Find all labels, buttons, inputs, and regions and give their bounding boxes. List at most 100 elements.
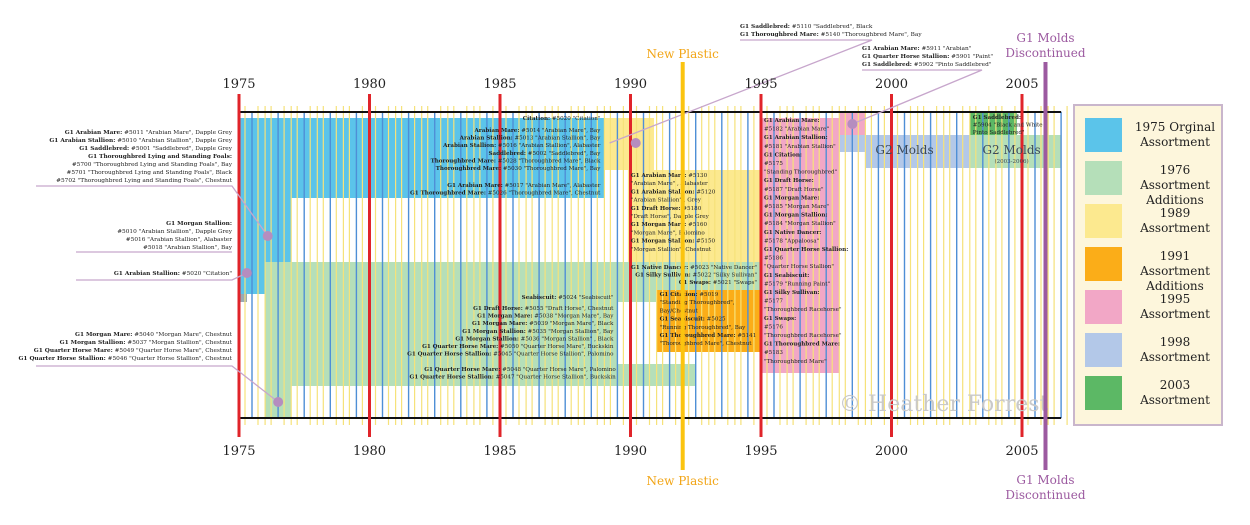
callout-1998: G1 Saddlebred: #5110 "Saddlebred", Black… (740, 24, 922, 38)
callout-citation: G1 Arabian Stallion: #5020 "Citation" (114, 271, 232, 277)
draft-block-text-line: G1 Morgan Mare: #5039 "Morgan Mare", Bla… (472, 321, 614, 327)
item-text: #5030 "Thoroughbred Mare", Bay (501, 166, 601, 172)
year1989-block-text-line: G1 Morgan Mare: #5160 (631, 222, 708, 228)
legend-item: 1995 Assortment (1085, 290, 1221, 324)
year-label-top: 2000 (875, 77, 908, 92)
year-label-bottom: 2005 (1005, 444, 1038, 459)
item-text: #5050 "Quarter Horse Mare", Buckskin (498, 344, 614, 350)
year1989-block-text: G1 Arabian Mare: #5130 "Arabian Mare" , A… (631, 173, 716, 253)
bold-label: G1 Draft Horse: (631, 206, 681, 212)
item-text: "Quarter Horse Stallion" (764, 264, 834, 270)
bold-label: G1 Arabian Mare: (631, 173, 687, 179)
arabian-block-text: Arabian Mare: #5014 "Arabian Mare", Bay A… (431, 128, 602, 172)
callout-1975: G1 Arabian Mare: #5011 "Arabian Mare", D… (49, 130, 232, 184)
bold-label: G1 Morgan Stallion: (462, 329, 526, 335)
bold-label: G1 Seabiscuit: (764, 273, 809, 279)
item-text: #5182 "Arabian Mare" (764, 127, 829, 133)
legend-item: 1975 Orginal Assortment (1085, 118, 1221, 152)
callout-1976-line: G1 Morgan Stallion: #5037 "Morgan Stalli… (60, 340, 233, 346)
bold-label: G1 Morgan Mare: (75, 332, 132, 338)
leader-1975 (36, 185, 269, 237)
legend-label: 1998 Assortment (1128, 333, 1222, 365)
item-text: #5180 (681, 206, 702, 212)
legend-item: 1998 Assortment (1085, 333, 1221, 367)
legend-label-line: 1989 (1159, 206, 1191, 220)
item-text: #5186 (764, 256, 783, 262)
arabian-block-text-line: Arabian Stallion: #5016 "Arabian Stallio… (442, 143, 601, 149)
draft-block-text-line: G1 Morgan Stallion: #5036 "Morgan Stalli… (455, 336, 614, 342)
callout-1976-line: G1 Morgan Mare: #5040 "Morgan Mare", Che… (75, 332, 233, 338)
item-text: #5183 (764, 350, 783, 356)
year1989-block-text-line: G1 Arabian Stallion: #5120 (631, 189, 716, 195)
item-text: #5701 "Thoroughbred Lying and Standing F… (66, 170, 232, 176)
bold-label: G1 Draft Horse: (764, 178, 814, 184)
arabian-block-text-line: Arabian Mare: #5014 "Arabian Mare", Bay (473, 128, 601, 134)
item-text: "Thoroughbred Racehorse" (764, 333, 842, 339)
item-text: #5110 "Saddlebred", Black (790, 24, 873, 30)
year1995-block-text-line: #5177 (764, 299, 783, 305)
callout-1975-line: #5701 "Thoroughbred Lying and Standing F… (66, 170, 232, 176)
year1995-block-text: G1 Arabian Mare: #5182 "Arabian Mare" G1 A… (764, 118, 848, 365)
item-text: #5038 "Morgan Mare", Bay (533, 314, 615, 320)
item-text: #5047 "Quarter Horse Stallion", Buckskin (494, 375, 616, 381)
item-text: "Morgan Mare", Palomino (631, 230, 706, 236)
callout-morgan: G1 Morgan Stallion: #5010 "Arabian Stalli… (117, 221, 233, 251)
bold-label: G1 Morgan Mare: (764, 195, 819, 201)
year1995-block-text-line: #5175 (764, 161, 783, 167)
item-text: #5911 "Arabian" (920, 46, 972, 52)
year2003-block-text: G1 Saddlebred: #5904 "Black and WhitePint… (973, 115, 1043, 136)
item-text: #5018 "Arabian Stallion", Bay (143, 245, 233, 251)
year1991-block-text-line: Bay/Chestnut (660, 308, 699, 314)
legend-label-line: Assortment (1140, 393, 1210, 407)
item-text: #5700 "Thoroughbred Lying and Standing F… (72, 162, 233, 168)
year1991-block-text-line: G1 Citation: #5019 (660, 292, 719, 298)
stripe-lines (238, 106, 1068, 425)
bold-label: G1 Arabian Mare: (447, 183, 503, 189)
item-text: #5046 "Quarter Horse Stallion", Chestnut (106, 356, 233, 362)
year1995-block-text-line: G1 Thoroughbred Mare: (764, 342, 840, 348)
legend-swatch (1085, 290, 1122, 324)
item-text: #5130 (686, 173, 707, 179)
year1991-block-text-line: "Standing Thoroughbred", (660, 300, 735, 306)
legend-label: 1975 Orginal Assortment (1128, 118, 1222, 150)
item-text: #5016 "Arabian Stallion", Alabaster (126, 237, 232, 243)
year-label-top: 1980 (353, 77, 386, 92)
item-text: #5024 "Seabiscuit" (556, 295, 614, 301)
callouts: G1 Saddlebred: #5110 "Saddlebred", Black… (18, 24, 993, 407)
legend-swatch (1085, 333, 1122, 367)
legend-label-line: 1998 (1159, 335, 1191, 349)
item-text: "Thoroughbred Racehorse" (764, 307, 842, 313)
callout-1976: G1 Morgan Mare: #5040 "Morgan Mare", Che… (18, 332, 232, 362)
legend-label-line: Additions (1146, 193, 1204, 207)
item-text: #5013 "Arabian Stallion", Bay (513, 136, 602, 142)
callout-1998-line: G1 Saddlebred: #5110 "Saddlebred", Black (740, 24, 873, 30)
g2-molds-label: G2 Molds (875, 143, 933, 157)
item-text: #5028 "Thoroughbred Mare", Black (496, 158, 601, 164)
draft-block-text-line: G1 Morgan Stallion: #5035 "Morgan Stalli… (462, 329, 614, 335)
bold-label: G1 Morgan Stallion: (764, 213, 828, 219)
bold-label: G1 Morgan Mare: (472, 321, 527, 327)
seabiscuit-bar-text-line: Seabiscuit: #5024 "Seabiscuit" (522, 295, 614, 301)
item-text: "Running Thoroughbred", Bay (660, 325, 747, 331)
legend-label-line: Assortment (1140, 307, 1210, 321)
legend-label-line: Assortment (1140, 221, 1210, 235)
year1991-block-text-line: "Running Thoroughbred", Bay (660, 325, 747, 331)
year-label-bottom: 1995 (744, 444, 777, 459)
g2-molds-label-2003: G2 Molds (982, 143, 1040, 157)
dot-1976 (273, 397, 284, 407)
item-text: #5902 "Pinto Saddlebred" (912, 62, 992, 68)
item-text: #5040 "Morgan Mare", Chestnut (132, 332, 232, 338)
bold-label: Arabian Stallion: (442, 143, 496, 149)
draft-block-text-line: G1 Draft Horse: #5055 "Draft Horse", Che… (473, 306, 614, 312)
item-text: #5020 "Citation" (180, 271, 232, 277)
g2-years-label: (2003-2006) (994, 158, 1028, 165)
year1995-block-text-line: G1 Arabian Stallion: (764, 135, 828, 141)
year1995-block-text-line: G1 Native Dancer: (764, 230, 821, 236)
item-text: #5036 "Morgan Stallion" , Black (519, 336, 614, 342)
legend-swatch (1085, 376, 1122, 410)
callout-morgan-line: #5010 "Arabian Stallion", Dapple Grey (117, 229, 233, 235)
leader-2000 (852, 69, 983, 125)
item-text: #5016 "Arabian Stallion", Alabaster (496, 143, 601, 149)
year1995-block-text-line: #5182 "Arabian Mare" (764, 127, 829, 133)
year2003-block-text-line: G1 Saddlebred: (973, 115, 1021, 121)
